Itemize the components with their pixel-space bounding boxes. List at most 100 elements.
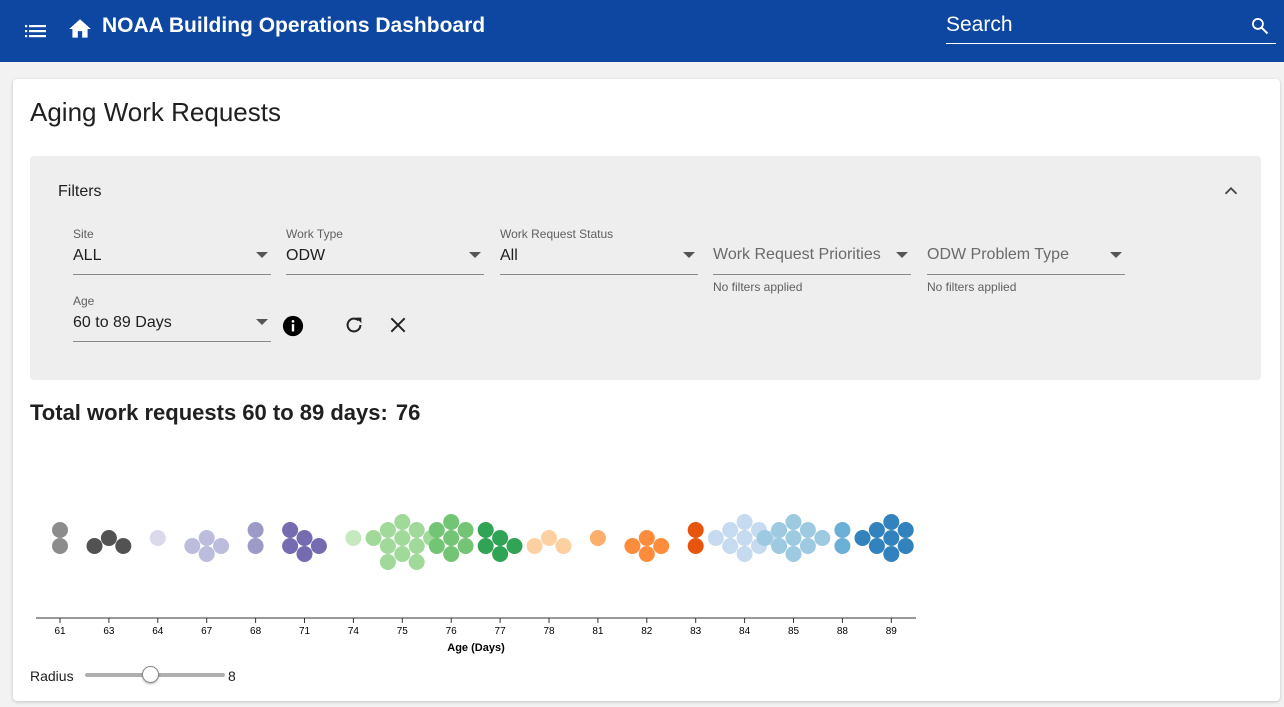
data-point[interactable] (310, 538, 327, 554)
data-point[interactable] (506, 538, 523, 554)
data-point[interactable] (799, 538, 816, 554)
work-type-select[interactable]: Work Type ODW (286, 227, 484, 275)
data-point[interactable] (771, 538, 788, 554)
data-point[interactable] (408, 522, 425, 538)
data-point[interactable] (394, 514, 411, 530)
data-point[interactable] (736, 514, 753, 530)
data-point[interactable] (492, 546, 509, 562)
data-point[interactable] (198, 530, 215, 546)
data-point[interactable] (785, 530, 802, 546)
data-point[interactable] (814, 530, 831, 546)
data-point[interactable] (834, 538, 851, 554)
data-point[interactable] (100, 530, 117, 546)
total-label: Total work requests 60 to 89 days: (30, 400, 388, 425)
search-input[interactable] (946, 8, 1246, 42)
menu-icon[interactable] (24, 19, 48, 43)
data-point[interactable] (408, 554, 425, 570)
app-bar: NOAA Building Operations Dashboard (0, 0, 1284, 62)
data-point[interactable] (213, 538, 230, 554)
data-point[interactable] (149, 530, 166, 546)
data-point[interactable] (854, 530, 871, 546)
data-point[interactable] (897, 522, 914, 538)
data-point[interactable] (868, 538, 885, 554)
data-point[interactable] (687, 538, 704, 554)
data-point[interactable] (771, 522, 788, 538)
data-point[interactable] (428, 522, 445, 538)
work-request-status-select[interactable]: Work Request Status All (500, 227, 698, 275)
data-point[interactable] (736, 530, 753, 546)
age-select[interactable]: Age 60 to 89 Days (73, 294, 271, 342)
data-point[interactable] (541, 530, 557, 546)
data-point[interactable] (86, 538, 103, 554)
data-point[interactable] (443, 514, 460, 530)
data-point[interactable] (756, 530, 773, 546)
work-request-priorities-select[interactable]: Work Request Priorities (713, 227, 911, 275)
data-point[interactable] (345, 530, 362, 546)
data-point[interactable] (247, 538, 264, 554)
site-select[interactable]: Site ALL (73, 227, 271, 275)
data-point[interactable] (477, 522, 494, 538)
home-icon[interactable] (67, 16, 93, 42)
radius-label: Radius (30, 668, 74, 684)
data-point[interactable] (477, 538, 494, 554)
data-point[interactable] (282, 522, 299, 538)
chevron-up-icon[interactable] (1220, 180, 1242, 202)
data-point[interactable] (638, 546, 655, 562)
data-point[interactable] (785, 514, 802, 530)
data-point[interactable] (394, 546, 411, 562)
data-point[interactable] (408, 538, 425, 554)
radius-value: 8 (228, 668, 236, 684)
data-point[interactable] (589, 530, 606, 546)
data-point[interactable] (687, 522, 704, 538)
x-tick-label: 67 (201, 626, 213, 637)
info-icon[interactable] (282, 315, 304, 337)
data-point[interactable] (883, 546, 900, 562)
refresh-icon[interactable] (343, 314, 365, 336)
data-point[interactable] (247, 522, 264, 538)
odw-problem-type-select[interactable]: ODW Problem Type (927, 227, 1125, 275)
data-point[interactable] (394, 530, 411, 546)
close-icon[interactable] (388, 315, 408, 335)
data-point[interactable] (722, 522, 739, 538)
data-point[interactable] (638, 530, 655, 546)
data-point[interactable] (184, 538, 201, 554)
data-point[interactable] (52, 522, 68, 538)
data-point[interactable] (379, 522, 396, 538)
data-point[interactable] (296, 546, 313, 562)
data-point[interactable] (799, 522, 816, 538)
data-point[interactable] (492, 530, 509, 546)
data-point[interactable] (897, 538, 914, 554)
radius-slider-thumb[interactable] (142, 666, 159, 683)
data-point[interactable] (296, 530, 313, 546)
data-point[interactable] (428, 538, 445, 554)
data-point[interactable] (883, 530, 900, 546)
data-point[interactable] (379, 538, 396, 554)
data-point[interactable] (834, 522, 851, 538)
data-point[interactable] (785, 546, 802, 562)
data-point[interactable] (443, 530, 460, 546)
data-point[interactable] (555, 538, 572, 554)
data-point[interactable] (624, 538, 641, 554)
filters-title: Filters (58, 183, 102, 200)
data-point[interactable] (883, 514, 900, 530)
data-point[interactable] (653, 538, 670, 554)
data-point[interactable] (868, 522, 885, 538)
data-point[interactable] (115, 538, 132, 554)
search-icon[interactable] (1250, 16, 1270, 36)
data-point[interactable] (379, 554, 396, 570)
data-point[interactable] (457, 522, 474, 538)
work-type-label: Work Type (286, 227, 343, 241)
x-tick-label: 75 (397, 626, 409, 637)
data-point[interactable] (722, 538, 739, 554)
data-point[interactable] (707, 530, 724, 546)
data-point[interactable] (52, 538, 68, 554)
data-point[interactable] (282, 538, 299, 554)
data-point[interactable] (198, 546, 215, 562)
x-tick-label: 68 (250, 626, 262, 637)
data-point[interactable] (457, 538, 474, 554)
data-point[interactable] (736, 546, 753, 562)
dropdown-arrow-icon (469, 252, 481, 258)
data-point[interactable] (526, 538, 543, 554)
data-point[interactable] (443, 546, 460, 562)
data-point[interactable] (365, 530, 382, 546)
